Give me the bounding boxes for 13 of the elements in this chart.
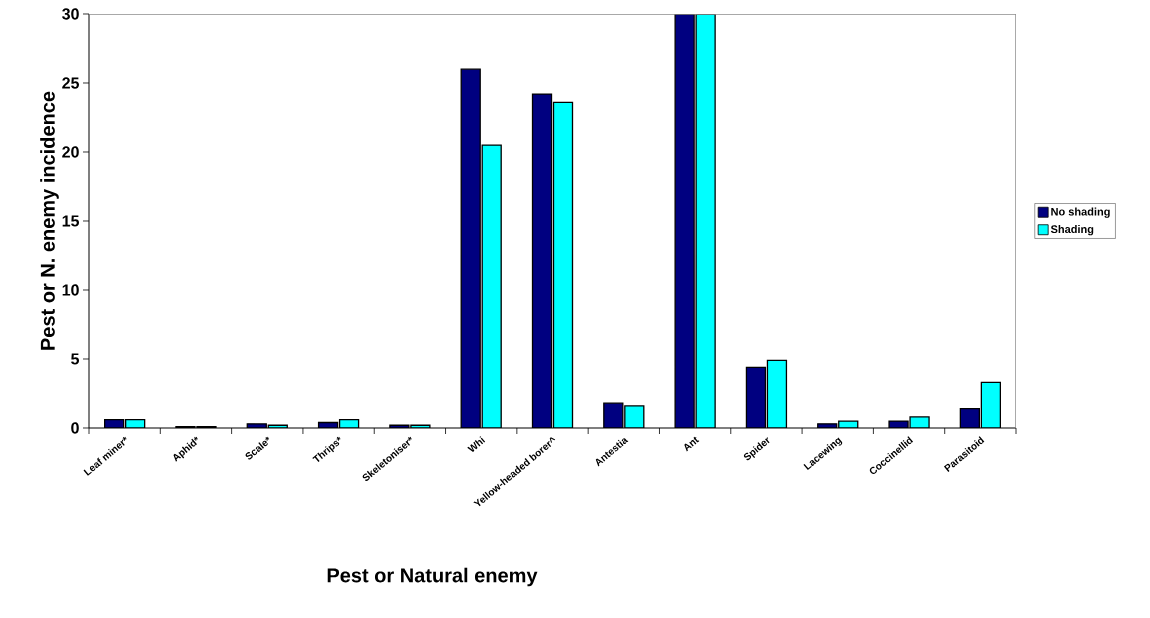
y-tick-label: 0 (71, 422, 79, 434)
y-tick-label: 20 (62, 146, 79, 158)
y-tick-label: 30 (62, 8, 79, 20)
legend-label: Shading (1050, 225, 1094, 236)
x-axis-title: Pest or Natural enemy (327, 567, 538, 587)
legend-label: No shading (1051, 207, 1110, 218)
y-axis-title: Pest or N. enemy incidence (40, 91, 59, 350)
y-tick-label: 15 (62, 215, 80, 227)
y-tick-label: 5 (71, 353, 80, 365)
y-tick-label: 10 (62, 284, 79, 296)
y-tick-label: 25 (62, 77, 80, 89)
x-tick-label: Ant (684, 436, 700, 452)
x-tick-label: Whi (467, 436, 486, 452)
